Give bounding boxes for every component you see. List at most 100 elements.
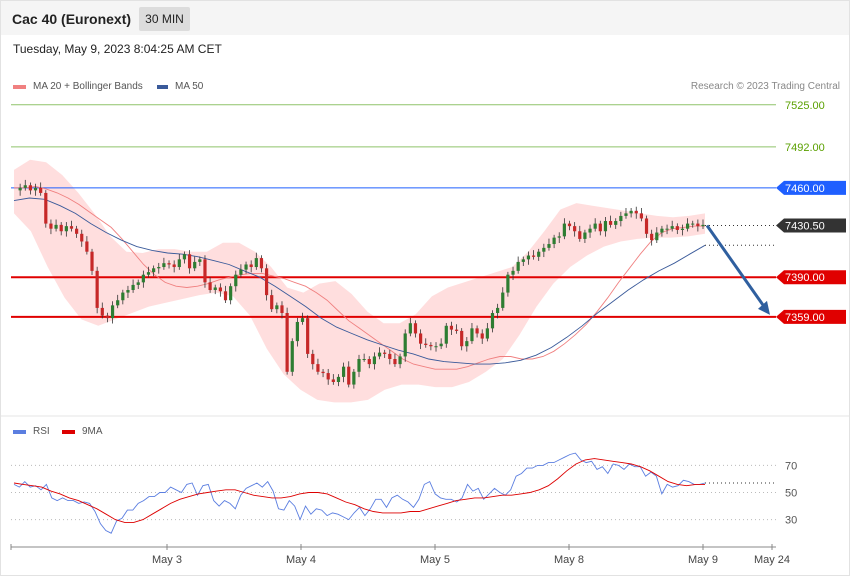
candle-body (475, 328, 479, 334)
candle-body (264, 268, 269, 296)
candle-body (341, 366, 346, 377)
x-tick-label: May 9 (688, 554, 718, 566)
candle-body (680, 228, 685, 230)
rsi-swatch (13, 429, 26, 434)
candle-body (547, 244, 551, 248)
legend-ma20: MA 20 + Bollinger Bands (13, 81, 143, 92)
level-label: 7359.00 (785, 312, 825, 324)
candle-body (614, 221, 618, 225)
candle-body (141, 274, 145, 283)
candle-body (162, 263, 166, 268)
candle-body (244, 264, 248, 270)
candle-body (460, 330, 464, 347)
candle-body (280, 305, 284, 314)
candle-body (90, 251, 94, 271)
credit-text: Research © 2023 Trading Central (690, 81, 840, 92)
candle-body (69, 226, 74, 229)
candle-body (116, 300, 120, 306)
last-price-label: 7430.50 (785, 221, 825, 233)
bollinger-band (14, 159, 705, 403)
instrument-title: Cac 40 (Euronext) (12, 11, 132, 27)
candle-body (290, 341, 294, 372)
level-label: 7525.00 (785, 100, 825, 112)
candle-body (598, 223, 602, 232)
candle-body (347, 366, 351, 385)
candle-body (650, 233, 654, 241)
candle-body (526, 255, 531, 260)
candle-body (208, 282, 212, 291)
candle-body (357, 359, 361, 372)
candle-body (393, 359, 397, 365)
candle-body (398, 356, 402, 365)
candle-body (608, 221, 613, 225)
candle-body (321, 371, 325, 374)
candle-body (511, 270, 515, 275)
candle-body (100, 307, 104, 316)
candle-body (583, 232, 587, 239)
candle-body (229, 286, 233, 301)
candle-body (465, 341, 469, 347)
candle-body (85, 241, 89, 252)
candle-body (619, 215, 623, 222)
candle-body (639, 213, 643, 219)
candle-body (383, 352, 387, 354)
candle-body (419, 333, 423, 344)
candle-body (454, 329, 459, 331)
candle-body (377, 352, 382, 357)
candle-body (198, 259, 202, 262)
candle-body (408, 323, 412, 334)
candle-body (95, 270, 99, 308)
candle-body (470, 328, 474, 342)
candle-body (537, 251, 541, 257)
candle-body (531, 255, 536, 257)
legend-rsi-ma-label: 9MA (82, 426, 103, 437)
legend-rsi-ma: 9MA (62, 426, 103, 437)
level-tag-support (776, 270, 846, 285)
forecast-arrow (705, 224, 767, 309)
candle-body (593, 223, 597, 229)
candle-body (562, 223, 566, 237)
level-tag-support (776, 309, 846, 324)
rsi-line (13, 452, 706, 534)
rsi-ma-line (13, 458, 705, 523)
timeframe-badge[interactable]: 30 MIN (139, 7, 190, 31)
candle-body (485, 328, 489, 339)
candle-body (152, 268, 156, 273)
candle-body (552, 237, 556, 245)
ma20-line (14, 186, 705, 370)
candle-body (403, 333, 407, 357)
candle-body (362, 359, 366, 361)
candle-body (249, 264, 253, 268)
candle-body (59, 224, 63, 232)
candle-body (105, 315, 110, 319)
candle-body (336, 376, 341, 383)
candle-body (270, 295, 274, 310)
candle-body (588, 228, 592, 233)
legend-ma50-label: MA 50 (175, 81, 204, 92)
candle-body (223, 291, 228, 301)
candle-body (306, 318, 310, 354)
candle-body (521, 259, 525, 262)
candle-body (670, 226, 674, 229)
candle-body (187, 254, 192, 269)
candle-body (64, 226, 68, 232)
candle-body (193, 261, 197, 269)
candle-body (542, 247, 546, 252)
candle-body (573, 226, 577, 232)
candle-body (80, 233, 84, 242)
candle-body (157, 267, 161, 269)
candle-body (213, 287, 217, 291)
candle-body (557, 236, 561, 238)
candle-body (685, 223, 690, 229)
candle-body (624, 213, 628, 216)
candle-body (655, 232, 659, 241)
candle-body (172, 264, 176, 268)
level-label: 7460.00 (785, 183, 825, 195)
candle-body (367, 359, 371, 365)
candle-body (424, 343, 428, 345)
x-tick-label: May 3 (152, 554, 182, 566)
candle-body (203, 259, 207, 283)
candle-body (311, 353, 315, 365)
candle-body (275, 305, 279, 310)
candle-body (136, 282, 140, 285)
